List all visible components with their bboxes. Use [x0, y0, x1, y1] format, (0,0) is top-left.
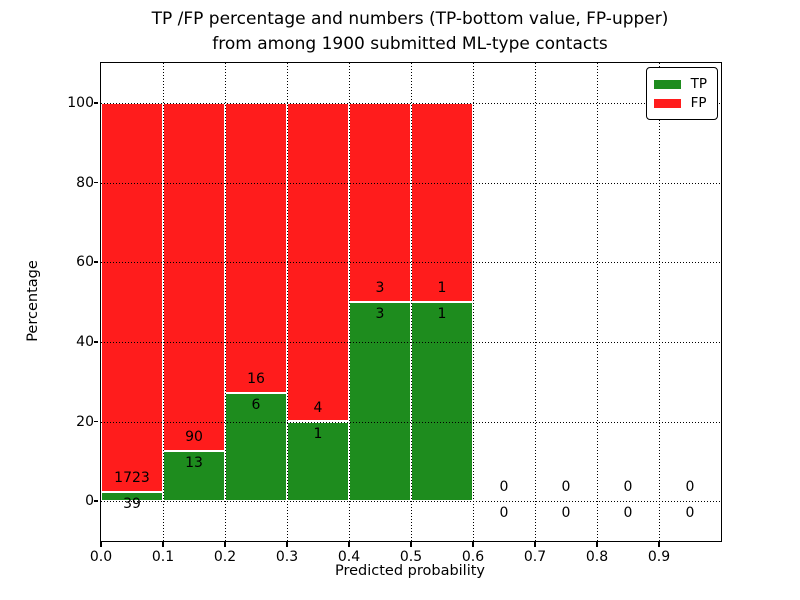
plot-area: TP FP 1723 39 90 13 16 6 4 1 3 3 1 1 0 0 0 0 0 0 0 0 0.0 0.1 0.… [67, 62, 722, 565]
legend: TP FP [645, 67, 718, 120]
y-tick-label: 40 [76, 333, 94, 350]
fp-count-label: 4 [313, 399, 323, 416]
y-tick-mark [93, 181, 98, 184]
fp-count-label: 1723 [114, 470, 150, 487]
y-tick-label: 60 [76, 254, 94, 271]
fp-count-label: 0 [623, 479, 633, 496]
tp-count-label: 13 [185, 454, 203, 471]
y-tick-label: 80 [76, 174, 94, 191]
vertical-gridline [597, 63, 598, 541]
x-tick-label: 0.4 [337, 549, 361, 565]
legend-item-label: FP [690, 95, 707, 111]
tp-count-label: 39 [123, 496, 141, 513]
x-tick-label: 0.5 [399, 549, 423, 565]
x-tick-mark [534, 542, 536, 547]
x-tick-label: 0.9 [647, 549, 671, 565]
tp-count-label: 1 [313, 425, 323, 442]
chart-title: TP /FP percentage and numbers (TP-bottom… [100, 7, 720, 57]
x-tick-mark [658, 542, 660, 547]
y-tick-mark [93, 420, 98, 423]
x-tick-label: 0.2 [213, 549, 237, 565]
fp-count-label: 1 [437, 280, 447, 296]
fp-count-label: 0 [561, 479, 571, 496]
x-tick-label: 0.8 [585, 549, 609, 565]
fp-count-label: 90 [185, 428, 203, 445]
vertical-gridline [287, 63, 288, 541]
x-tick-mark [100, 542, 102, 547]
x-tick-label: 0.7 [523, 549, 547, 565]
y-axis-label: Percentage [25, 260, 41, 342]
fp-bar-segment [101, 102, 163, 493]
vertical-gridline [659, 63, 660, 541]
tp-count-label: 0 [623, 505, 633, 522]
x-tick-mark [286, 542, 288, 547]
vertical-gridline [225, 63, 226, 541]
tp-count-label: 3 [375, 306, 385, 322]
x-axis-label: Predicted probability [334, 563, 486, 579]
y-tick-mark [93, 261, 98, 263]
tp-color-swatch-icon [653, 79, 681, 89]
tp-count-label: 0 [499, 505, 509, 522]
fp-color-swatch-icon [653, 98, 681, 108]
fp-bar-segment [411, 102, 473, 302]
tp-count-label: 6 [251, 396, 261, 413]
y-tick-mark [93, 102, 98, 104]
y-tick-label: 20 [76, 413, 94, 430]
tp-bar-segment [163, 450, 225, 502]
tp-count-label: 0 [685, 505, 695, 522]
x-tick-label: 0.1 [151, 549, 175, 565]
y-tick-label: 0 [85, 493, 94, 510]
x-tick-mark [410, 542, 412, 547]
vertical-gridline [535, 63, 536, 541]
fp-count-label: 16 [247, 370, 265, 387]
x-tick-label: 0.6 [461, 549, 485, 565]
fp-bar-segment [225, 102, 287, 393]
x-tick-mark [596, 542, 598, 547]
x-tick-label: 0.3 [275, 549, 299, 565]
vertical-gridline [163, 63, 164, 541]
x-tick-mark [472, 542, 474, 547]
fp-count-label: 0 [499, 479, 509, 496]
vertical-gridline [411, 63, 412, 541]
tp-count-label: 1 [437, 306, 447, 322]
tp-count-label: 0 [561, 505, 571, 522]
tp-bar-segment [411, 302, 473, 502]
legend-item-tp: TP [653, 76, 707, 92]
tp-bar-segment [101, 492, 163, 502]
y-tick-label: 100 [67, 94, 94, 111]
fp-count-label: 0 [685, 479, 695, 496]
vertical-gridline [473, 63, 474, 541]
fp-count-label: 3 [375, 280, 385, 296]
chart-title-line1: TP /FP percentage and numbers (TP-bottom… [151, 9, 669, 29]
legend-item-fp: FP [653, 95, 707, 111]
x-tick-mark [348, 542, 350, 547]
x-tick-mark [162, 542, 164, 547]
vertical-gridline [349, 63, 350, 541]
legend-item-label: TP [690, 76, 707, 92]
x-tick-label: 0.0 [89, 549, 113, 565]
tp-bar-segment [349, 302, 411, 502]
y-tick-mark [93, 341, 98, 343]
y-tick-mark [93, 500, 98, 502]
x-tick-mark [224, 542, 226, 547]
fp-bar-segment [163, 102, 225, 451]
fp-bar-segment [349, 102, 411, 302]
chart-title-line2: from among 1900 submitted ML-type contac… [212, 34, 608, 54]
